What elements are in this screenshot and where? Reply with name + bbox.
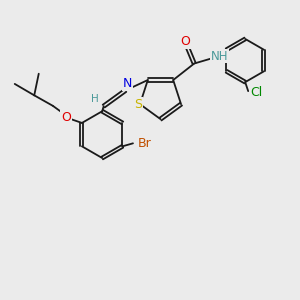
Text: S: S [134, 98, 142, 111]
Text: Br: Br [137, 137, 151, 150]
Text: Cl: Cl [250, 86, 263, 99]
Text: H: H [91, 94, 99, 103]
Text: N: N [123, 77, 132, 90]
Text: NH: NH [211, 50, 228, 62]
Text: O: O [180, 35, 190, 48]
Text: O: O [61, 111, 71, 124]
